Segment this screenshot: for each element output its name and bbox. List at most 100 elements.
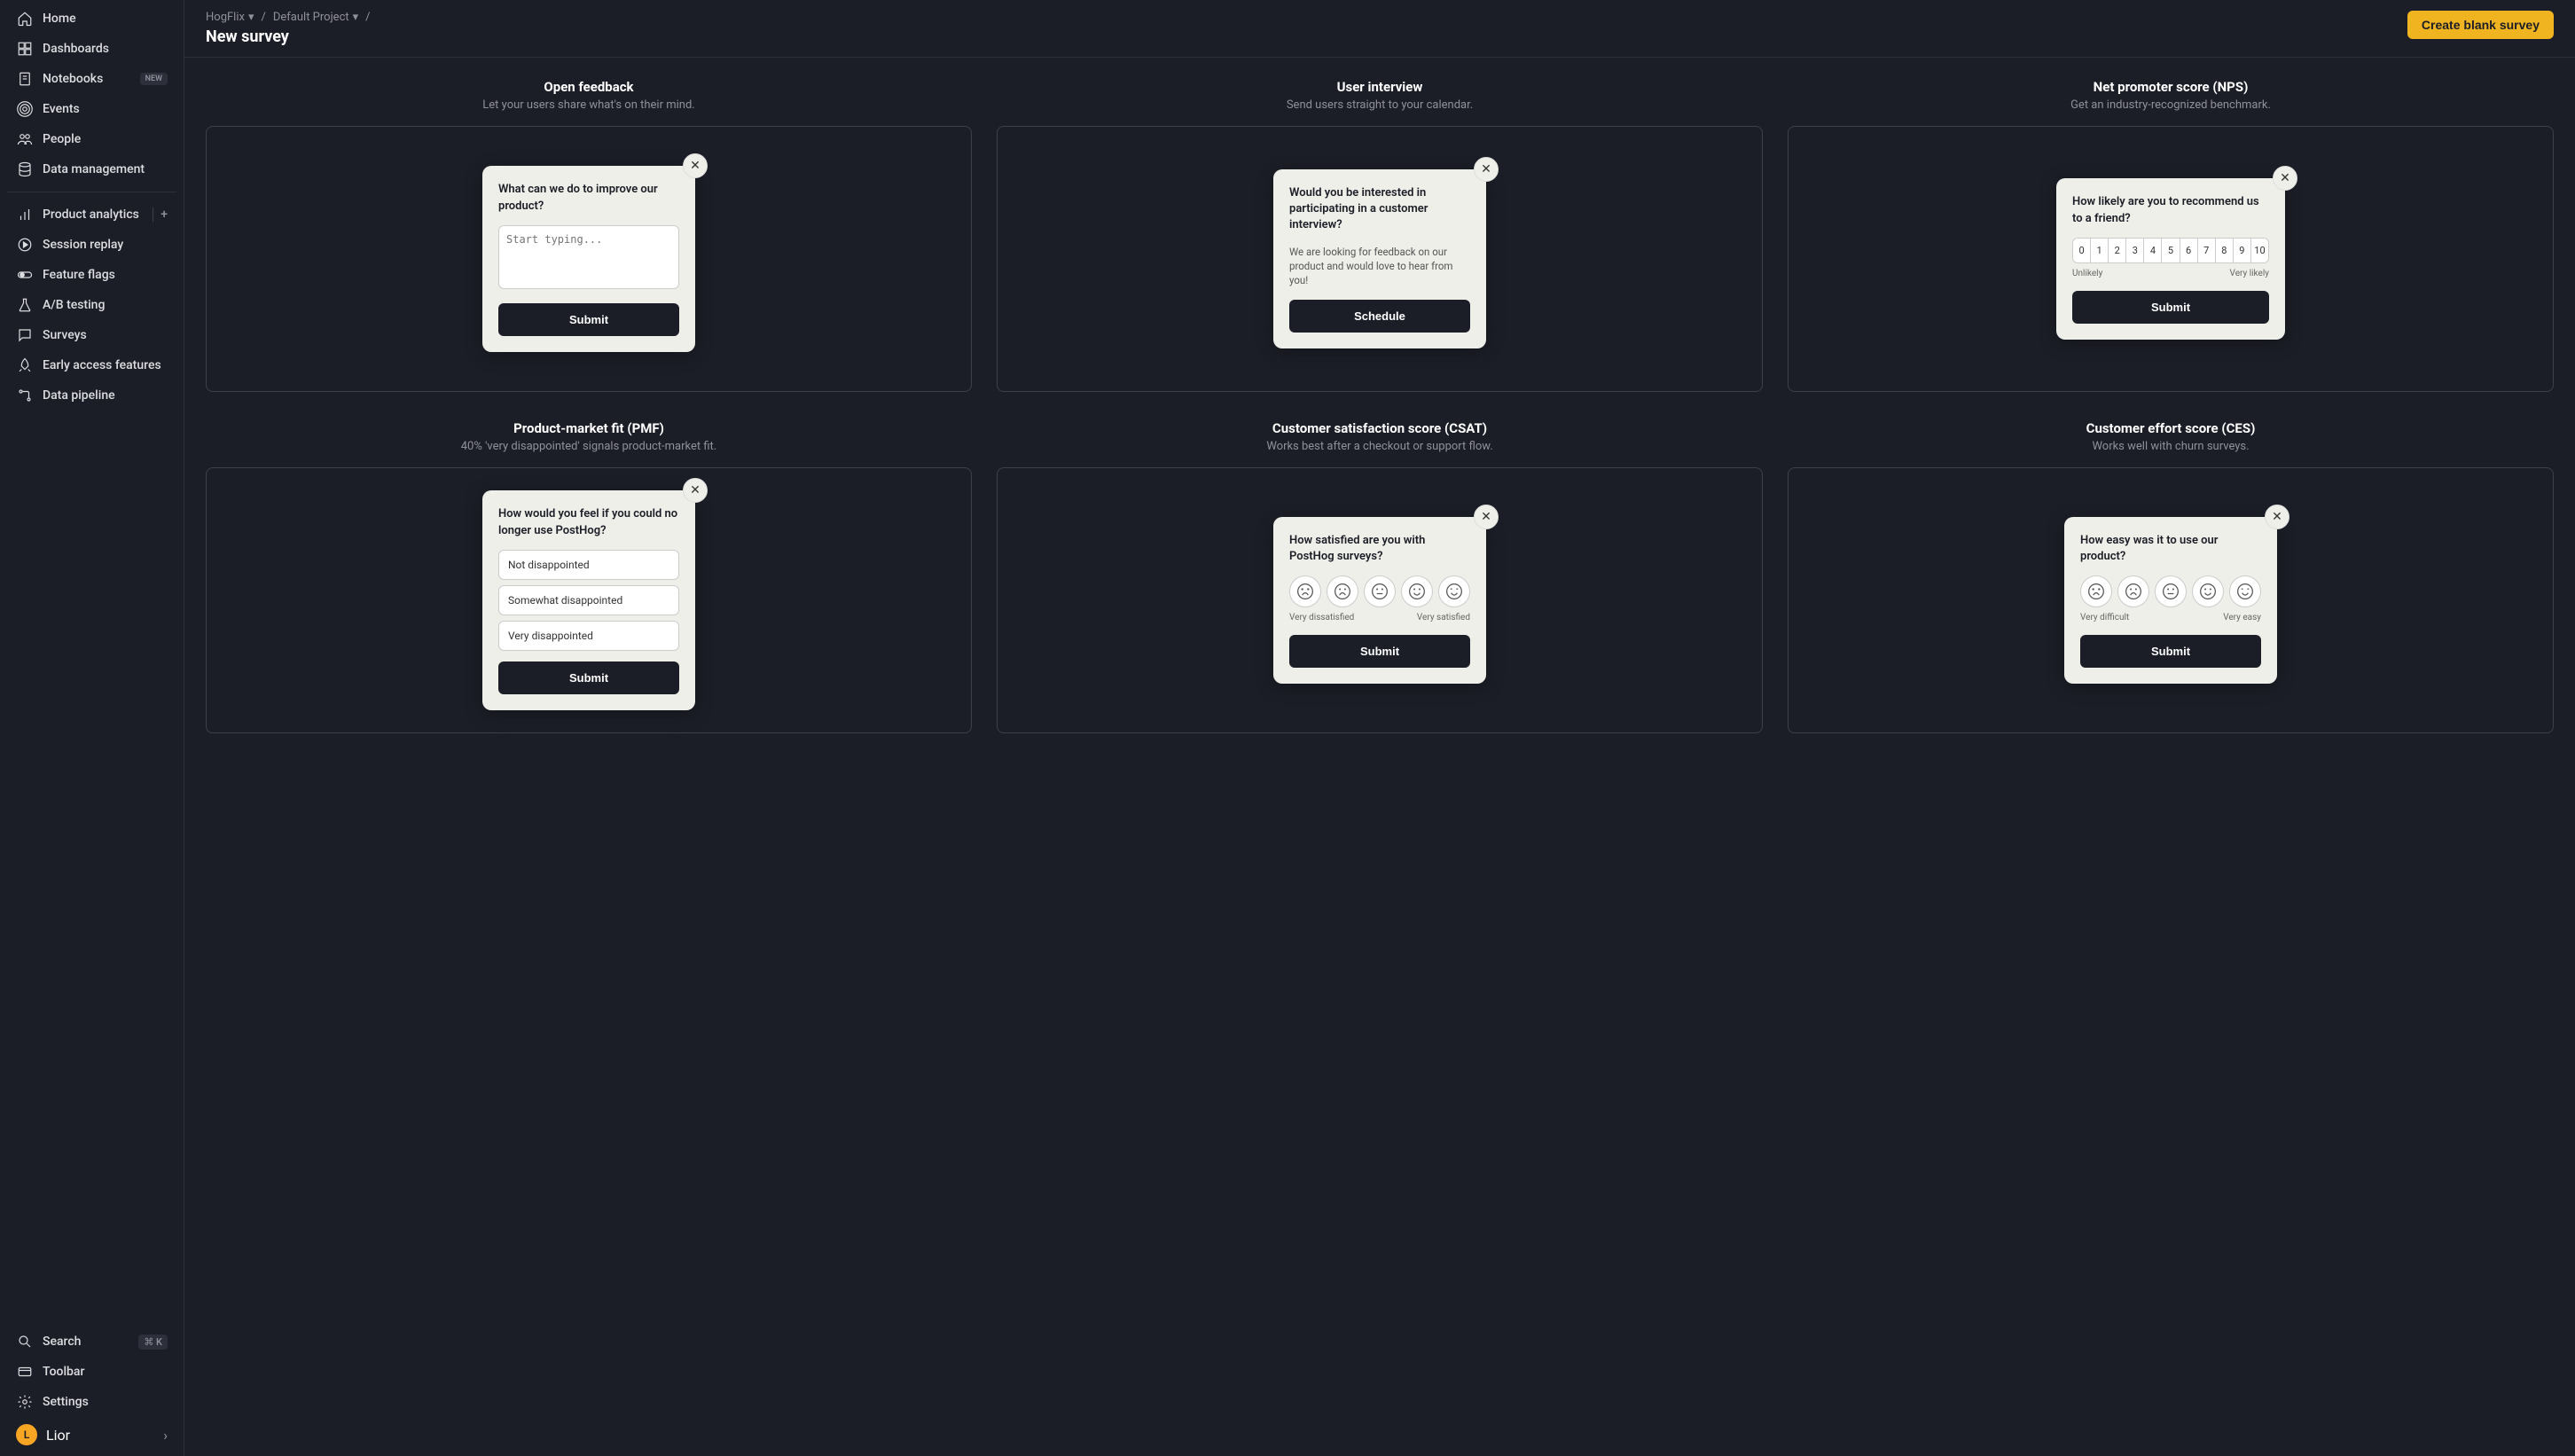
flask-icon bbox=[16, 296, 34, 314]
breadcrumb-org[interactable]: HogFlix ▾ bbox=[206, 11, 254, 24]
sidebar-item-people[interactable]: People bbox=[7, 124, 176, 154]
sidebar-item-settings[interactable]: Settings bbox=[7, 1387, 176, 1417]
nps-labels: Unlikely Very likely bbox=[2072, 269, 2269, 278]
submit-button[interactable]: Submit bbox=[498, 303, 679, 336]
close-icon[interactable]: ✕ bbox=[1474, 505, 1499, 529]
emoji-very-dissatisfied-icon[interactable] bbox=[1289, 575, 1321, 607]
nps-cell[interactable]: 2 bbox=[2109, 239, 2126, 262]
nps-cell[interactable]: 4 bbox=[2144, 239, 2162, 262]
close-icon[interactable]: ✕ bbox=[683, 478, 708, 503]
emoji-neutral-icon[interactable] bbox=[1364, 575, 1396, 607]
survey-question: How likely are you to recommend us to a … bbox=[2072, 194, 2269, 226]
sidebar-item-early-access[interactable]: Early access features bbox=[7, 350, 176, 380]
close-icon[interactable]: ✕ bbox=[683, 153, 708, 178]
nps-scale: 0 1 2 3 4 5 6 7 8 9 10 bbox=[2072, 238, 2269, 263]
low-label: Very dissatisfied bbox=[1289, 613, 1354, 622]
main: HogFlix ▾ / Default Project ▾ / New surv… bbox=[184, 0, 2575, 1456]
template-title: Product-market fit (PMF) bbox=[513, 420, 664, 436]
template-title: Customer effort score (CES) bbox=[2086, 420, 2256, 436]
toolbar-icon bbox=[16, 1363, 34, 1381]
sidebar-item-home[interactable]: Home bbox=[7, 4, 176, 34]
close-icon[interactable]: ✕ bbox=[1474, 157, 1499, 182]
emoji-neutral-icon[interactable] bbox=[2155, 575, 2187, 607]
emoji-very-difficult-icon[interactable] bbox=[2080, 575, 2112, 607]
sidebar-item-notebooks[interactable]: Notebooks NEW bbox=[7, 64, 176, 94]
sidebar-label: Search bbox=[43, 1335, 81, 1349]
nps-cell[interactable]: 1 bbox=[2091, 239, 2109, 262]
template-card[interactable]: ✕ How easy was it to use our product? Ve… bbox=[1788, 467, 2554, 733]
header: HogFlix ▾ / Default Project ▾ / New surv… bbox=[184, 0, 2575, 58]
toggle-icon bbox=[16, 266, 34, 284]
user-name: Lior bbox=[46, 1427, 70, 1444]
gear-icon bbox=[16, 1393, 34, 1411]
schedule-button[interactable]: Schedule bbox=[1289, 300, 1470, 333]
chevron-down-icon: ▾ bbox=[353, 11, 359, 24]
survey-preview: ✕ How easy was it to use our product? Ve… bbox=[2064, 517, 2277, 684]
breadcrumb-project[interactable]: Default Project ▾ bbox=[273, 11, 358, 24]
breadcrumb: HogFlix ▾ / Default Project ▾ / bbox=[206, 11, 371, 24]
sidebar-label: Settings bbox=[43, 1395, 89, 1409]
option-item[interactable]: Somewhat disappointed bbox=[498, 585, 679, 615]
close-icon[interactable]: ✕ bbox=[2273, 166, 2297, 191]
template-ces: Customer effort score (CES) Works well w… bbox=[1788, 420, 2554, 733]
emoji-dissatisfied-icon[interactable] bbox=[1327, 575, 1358, 607]
sidebar-label: A/B testing bbox=[43, 298, 105, 312]
search-icon bbox=[16, 1333, 34, 1350]
search-kbd: ⌘ K bbox=[138, 1335, 168, 1350]
sidebar-item-ab-testing[interactable]: A/B testing bbox=[7, 290, 176, 320]
template-card[interactable]: ✕ Would you be interested in participati… bbox=[997, 126, 1763, 392]
high-label: Very satisfied bbox=[1417, 613, 1470, 622]
submit-button[interactable]: Submit bbox=[2080, 635, 2261, 668]
survey-preview: ✕ How would you feel if you could no lon… bbox=[482, 490, 695, 709]
nps-cell[interactable]: 6 bbox=[2180, 239, 2198, 262]
template-title: Customer satisfaction score (CSAT) bbox=[1272, 420, 1487, 436]
nps-cell[interactable]: 9 bbox=[2234, 239, 2251, 262]
survey-subtext: We are looking for feedback on our produ… bbox=[1289, 245, 1470, 287]
sidebar-item-dashboards[interactable]: Dashboards bbox=[7, 34, 176, 64]
sidebar-item-data-mgmt[interactable]: Data management bbox=[7, 154, 176, 184]
sidebar-item-session-replay[interactable]: Session replay bbox=[7, 230, 176, 260]
template-desc: Works well with churn surveys. bbox=[2092, 440, 2249, 453]
home-icon bbox=[16, 10, 34, 27]
submit-button[interactable]: Submit bbox=[2072, 291, 2269, 324]
template-card[interactable]: ✕ What can we do to improve our product?… bbox=[206, 126, 972, 392]
sidebar-item-search[interactable]: Search ⌘ K bbox=[7, 1327, 176, 1357]
page-title: New survey bbox=[206, 27, 371, 46]
sidebar-item-toolbar[interactable]: Toolbar bbox=[7, 1357, 176, 1387]
emoji-very-satisfied-icon[interactable] bbox=[1438, 575, 1470, 607]
template-card[interactable]: ✕ How would you feel if you could no lon… bbox=[206, 467, 972, 733]
template-card[interactable]: ✕ How likely are you to recommend us to … bbox=[1788, 126, 2554, 392]
high-label: Very likely bbox=[2230, 269, 2269, 278]
nps-cell[interactable]: 7 bbox=[2198, 239, 2216, 262]
plus-icon[interactable]: + bbox=[153, 207, 168, 222]
submit-button[interactable]: Submit bbox=[1289, 635, 1470, 668]
emoji-difficult-icon[interactable] bbox=[2117, 575, 2149, 607]
chevron-right-icon: › bbox=[163, 1427, 168, 1444]
nps-cell[interactable]: 5 bbox=[2162, 239, 2180, 262]
sidebar-item-surveys[interactable]: Surveys bbox=[7, 320, 176, 350]
nps-cell[interactable]: 8 bbox=[2216, 239, 2234, 262]
option-item[interactable]: Very disappointed bbox=[498, 621, 679, 651]
sidebar-item-data-pipeline[interactable]: Data pipeline bbox=[7, 380, 176, 411]
template-card[interactable]: ✕ How satisfied are you with PostHog sur… bbox=[997, 467, 1763, 733]
template-open-feedback: Open feedback Let your users share what'… bbox=[206, 79, 972, 392]
emoji-easy-icon[interactable] bbox=[2192, 575, 2224, 607]
sidebar-item-events[interactable]: Events bbox=[7, 94, 176, 124]
nps-cell[interactable]: 10 bbox=[2251, 239, 2268, 262]
sidebar-item-feature-flags[interactable]: Feature flags bbox=[7, 260, 176, 290]
option-item[interactable]: Not disappointed bbox=[498, 550, 679, 580]
sidebar-label: People bbox=[43, 132, 81, 146]
new-badge: NEW bbox=[140, 73, 168, 85]
nps-cell[interactable]: 3 bbox=[2126, 239, 2144, 262]
create-blank-survey-button[interactable]: Create blank survey bbox=[2407, 11, 2554, 39]
submit-button[interactable]: Submit bbox=[498, 661, 679, 694]
sidebar-item-product-analytics[interactable]: Product analytics + bbox=[7, 200, 176, 230]
user-menu[interactable]: L Lior › bbox=[7, 1417, 176, 1452]
nps-cell[interactable]: 0 bbox=[2073, 239, 2091, 262]
emoji-satisfied-icon[interactable] bbox=[1401, 575, 1433, 607]
close-icon[interactable]: ✕ bbox=[2265, 505, 2289, 529]
sidebar-label: Surveys bbox=[43, 328, 87, 342]
survey-textarea[interactable] bbox=[498, 225, 679, 289]
emoji-very-easy-icon[interactable] bbox=[2229, 575, 2261, 607]
sidebar-label: Toolbar bbox=[43, 1365, 84, 1379]
